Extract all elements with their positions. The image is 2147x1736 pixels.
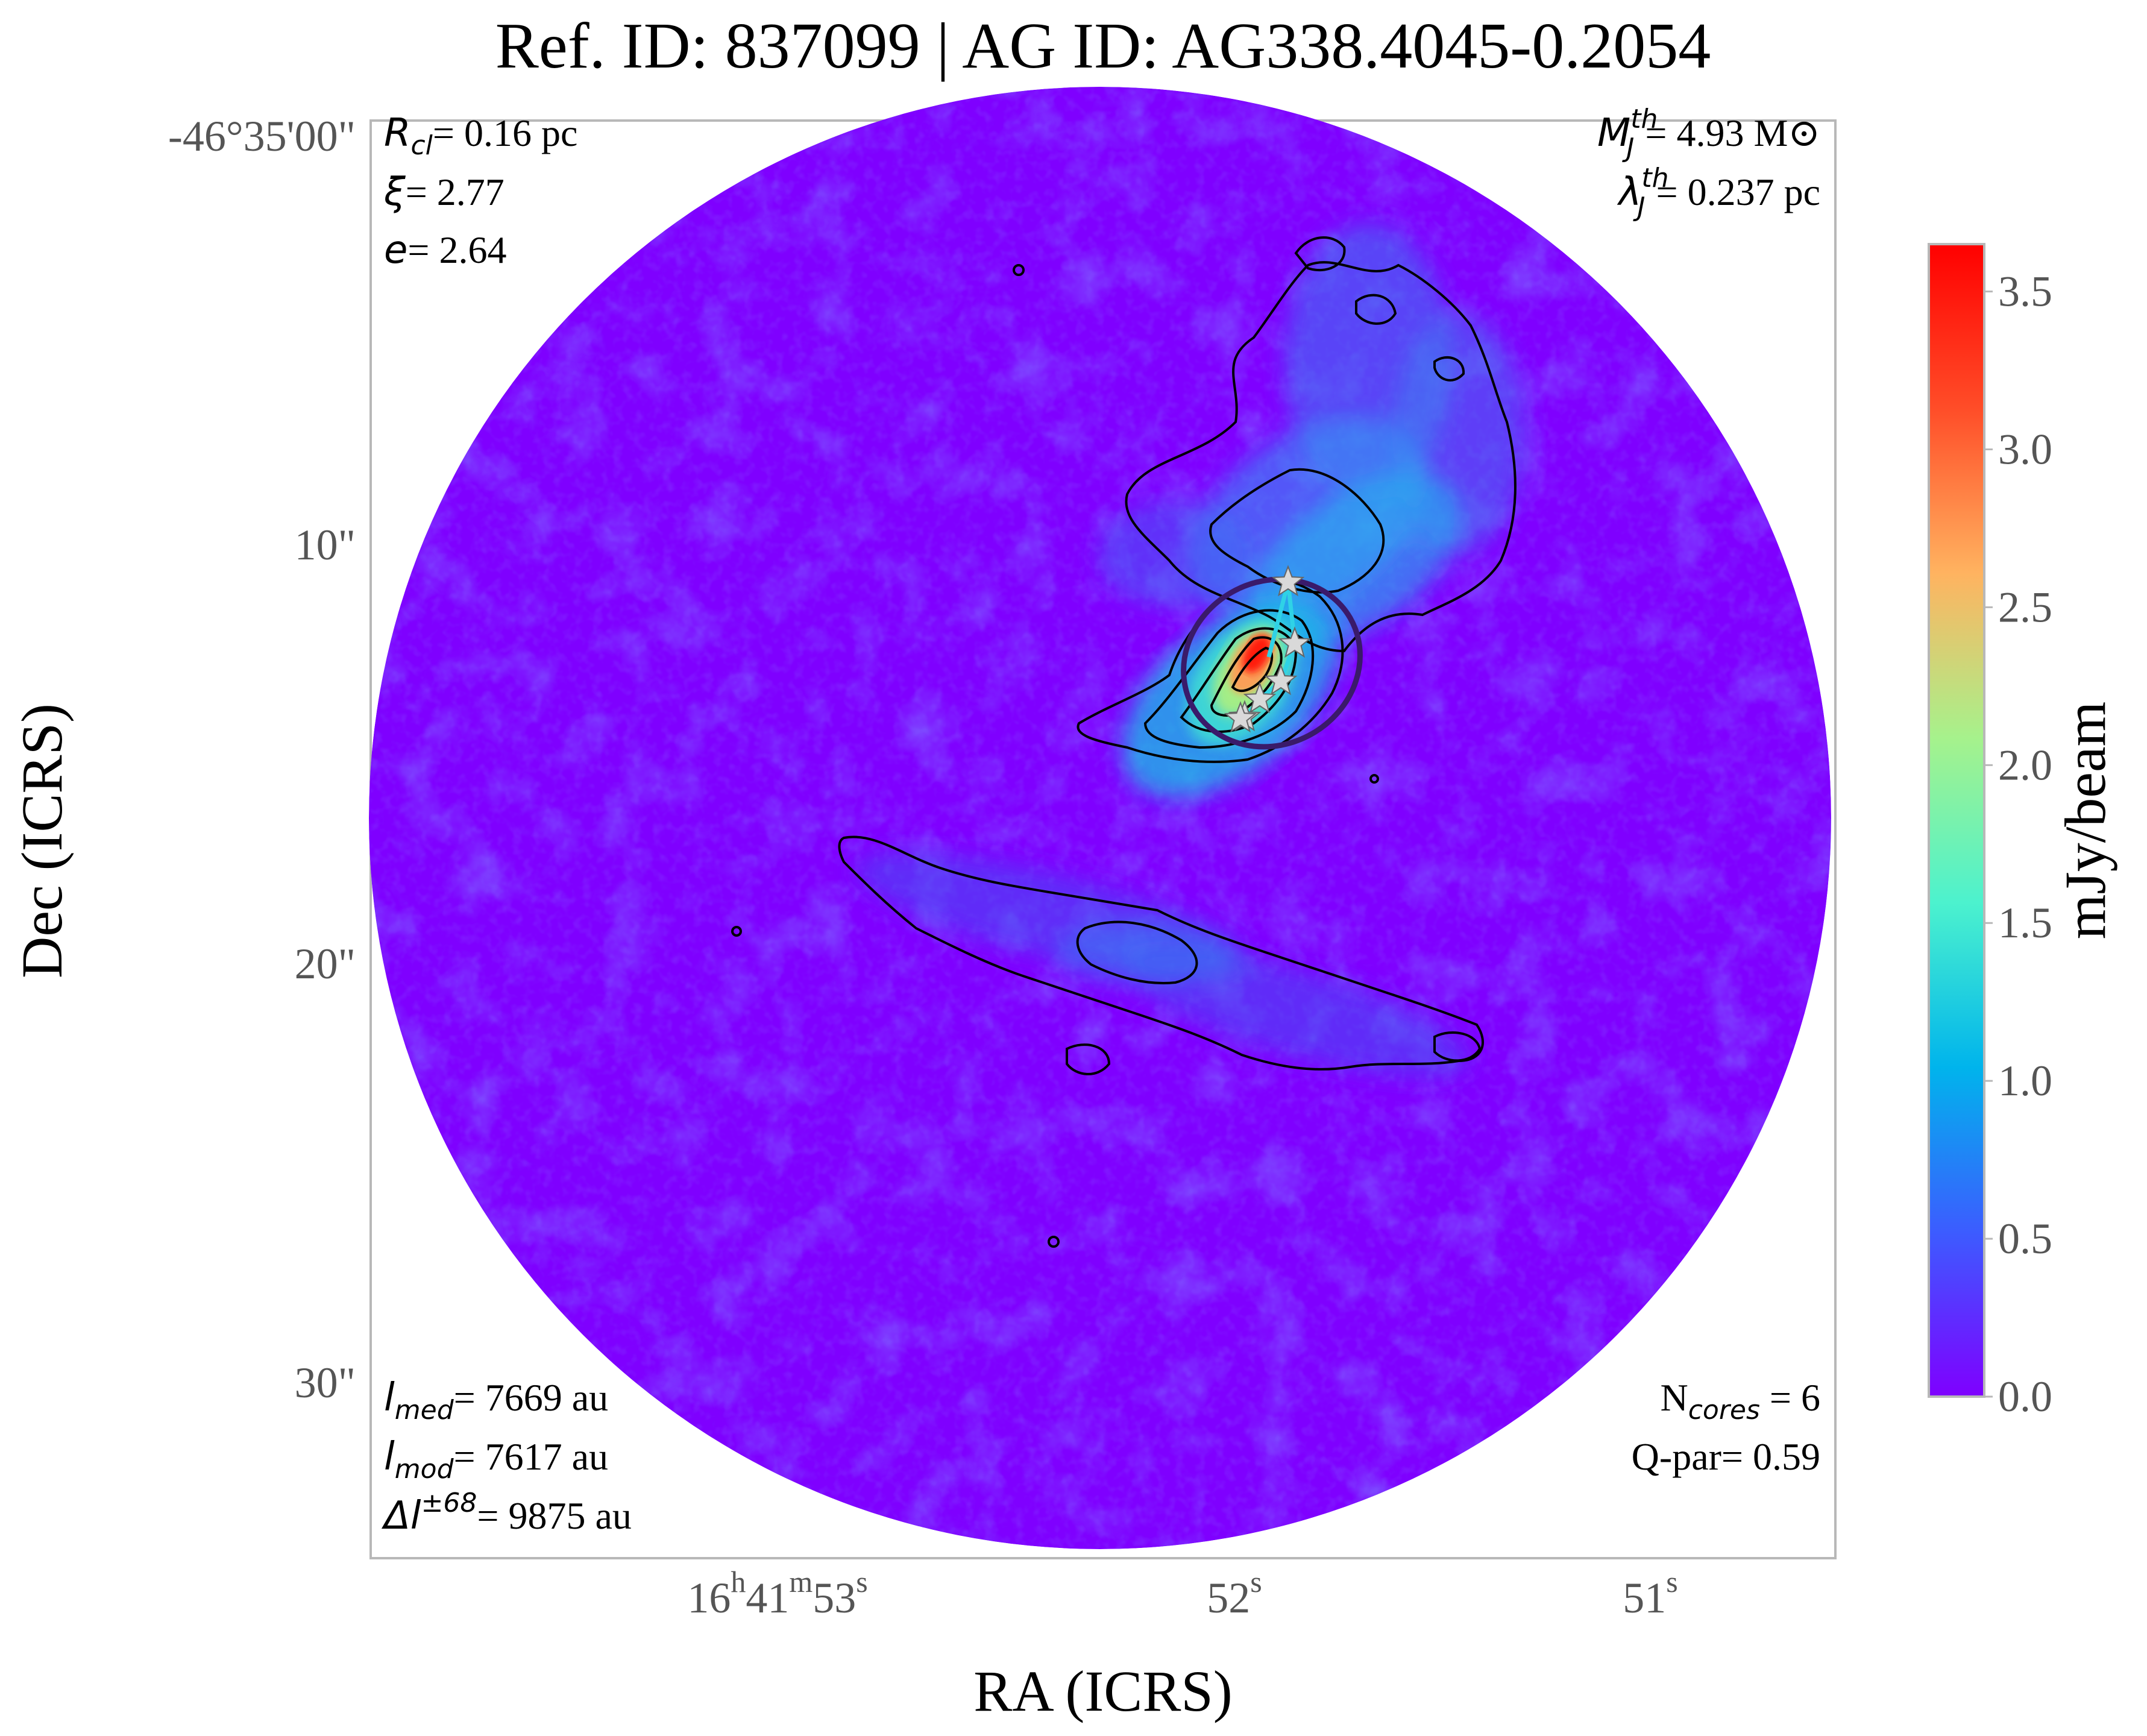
annot-n-cores: Ncores = 6: [1660, 1376, 1820, 1426]
colorbar-label: mJy/beam: [2053, 702, 2117, 940]
contour-north-inner: [1209, 468, 1385, 594]
core-star-icon: [1224, 701, 1257, 733]
core-markers: [1224, 565, 1312, 733]
colorbar-tick-label: 0.0: [1998, 1373, 2052, 1421]
colorbar-tick-label: 3.5: [1998, 268, 2052, 316]
annot-l-med: lmed= 7669 au: [384, 1376, 608, 1426]
y-axis-label: Dec (ICRS): [10, 703, 74, 978]
contour-north-outer: [1125, 261, 1517, 653]
colorbar-ticks: 0.0 0.5 1.0 1.5 2.0 2.5 3.0 3.5: [1984, 268, 2052, 1421]
intensity-map: [369, 87, 1831, 1549]
x-tick-label-2: 52s: [1207, 1565, 1262, 1622]
x-ticks: 16h41m53s 52s 51s: [687, 1565, 1677, 1622]
map-noise-fine: [369, 87, 1831, 1549]
core-star-icon: [1278, 626, 1312, 658]
annot-xi: ξ= 2.77: [383, 170, 505, 215]
colorbar-tick-label: 1.5: [1998, 899, 2052, 947]
core-star-icon: [1243, 682, 1277, 714]
colorbar: 0.0 0.5 1.0 1.5 2.0 2.5 3.0 3.5 mJy/beam: [1928, 243, 2117, 1421]
contour-north-blob-2: [1355, 294, 1397, 325]
contour-speck-1: [731, 926, 742, 937]
contour-speck-2: [1048, 1236, 1060, 1248]
contour-clump-1: [1077, 578, 1344, 763]
contour-south-blob-2: [1066, 1043, 1111, 1075]
contour-south-inner: [1076, 920, 1198, 984]
x-tick-label-3: 51s: [1623, 1565, 1677, 1622]
x-axis-label: RA (ICRS): [973, 1659, 1232, 1723]
contour-north-blob-1: [1294, 236, 1346, 272]
colorbar-tick-label: 2.0: [1998, 741, 2052, 789]
y-ticks: -46°35'00" 10" 20" 30": [168, 112, 356, 1407]
mst-edge-6: [1266, 582, 1290, 658]
y-tick-label: 10": [295, 521, 356, 569]
core-star-icon: [1271, 565, 1305, 597]
contour-clump-2: [1143, 609, 1315, 749]
x-tick-label-1: 16h41m53s: [687, 1565, 867, 1622]
contour-south-blob-1: [1433, 1031, 1482, 1062]
y-tick-label: 30": [295, 1359, 356, 1407]
core-star-icon: [1264, 664, 1298, 696]
annot-radius: Rcl= 0.16 pc: [384, 111, 577, 161]
annot-delta-l: Δl±68= 9875 au: [381, 1488, 632, 1538]
contour-speck-3: [1013, 264, 1025, 276]
colorbar-tick-label: 0.5: [1998, 1215, 2052, 1263]
colorbar-gradient: [1928, 243, 1985, 1398]
clump-ellipse: [1181, 576, 1363, 750]
y-tick-label: 20": [295, 940, 356, 988]
annotations: Rcl= 0.16 pc ξ= 2.77 e= 2.64 Mth J = 4.93 …: [381, 104, 1820, 1538]
contour-speck-4: [1369, 774, 1379, 784]
colorbar-tick-label: 3.0: [1998, 425, 2052, 473]
annot-l-mod: lmod= 7617 au: [384, 1435, 608, 1485]
contour-clump-5: [1231, 646, 1274, 692]
annot-e: e= 2.64: [384, 228, 506, 272]
contour-north-blob-3: [1433, 356, 1465, 382]
colorbar-tick-label: 2.5: [1998, 583, 2052, 631]
emission-north-filament: [1097, 223, 1525, 649]
chart-title: Ref. ID: 837099 | AG ID: AG338.4045-0.20…: [495, 10, 1711, 82]
annot-q-par: Q-par= 0.59: [1632, 1435, 1820, 1478]
annot-jeans-mass: Mth J = 4.93 M⊙: [1597, 104, 1820, 163]
y-tick-label: -46°35'00": [168, 112, 356, 160]
colorbar-tick-label: 1.0: [1998, 1057, 2052, 1105]
